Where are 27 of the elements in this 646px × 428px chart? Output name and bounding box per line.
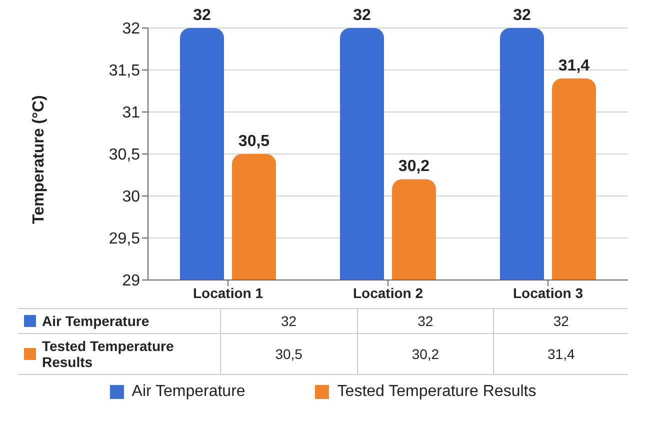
text: 30,5 [238, 133, 270, 150]
x-tick-label: Location 2 [352, 284, 424, 301]
legend-label: Air Temperature [42, 313, 150, 329]
data-label: 30,2 [357, 334, 494, 374]
legend-label: Tested Temperature Results [42, 338, 175, 370]
data-label: 30,5 [220, 334, 358, 374]
data-label: 31,4 [494, 334, 628, 374]
text: 30,2 [398, 158, 430, 176]
text: 32 [513, 7, 531, 24]
x-tick-label: Location 3 [512, 284, 584, 301]
text: Tested Temperature Results [337, 383, 536, 400]
text: 31,4 [558, 57, 590, 74]
text: 32 [353, 7, 371, 24]
y-tick-label: 31 [122, 104, 140, 122]
data-label: 32 [494, 308, 628, 334]
y-tick-label: 32 [122, 20, 140, 38]
data-label: 32 [357, 308, 494, 334]
y-tick-label: 29,5 [108, 230, 140, 248]
y-tick-label: 30 [122, 188, 140, 206]
y-tick-label: 30,5 [108, 146, 140, 164]
data-label: 32 [220, 308, 358, 334]
text: 32 [193, 7, 211, 24]
text: Air Temperature [132, 383, 246, 400]
x-tick-label: Location 1 [192, 284, 264, 301]
y-tick-label: 29 [122, 272, 140, 290]
y-tick-label: 31,5 [108, 62, 140, 80]
y-axis-title: Temperature (°C) [30, 95, 48, 224]
